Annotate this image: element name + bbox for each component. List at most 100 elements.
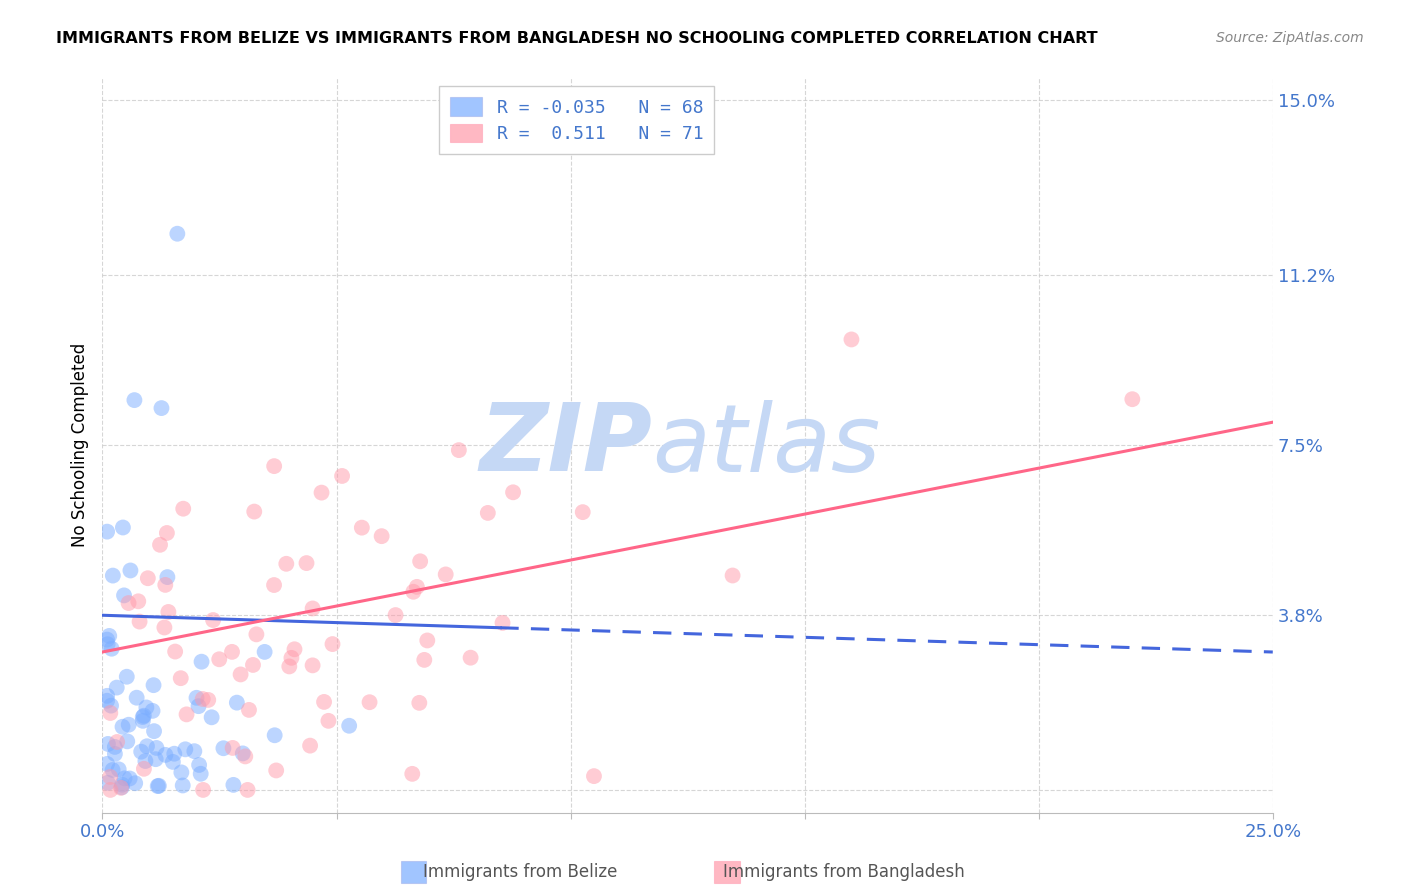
Point xyxy=(311,485,333,500)
Point xyxy=(174,742,197,756)
Point xyxy=(98,706,121,720)
Point xyxy=(96,632,118,647)
Point xyxy=(112,588,135,602)
Point xyxy=(197,693,219,707)
Point xyxy=(135,700,157,714)
Point xyxy=(402,584,425,599)
Text: IMMIGRANTS FROM BELIZE VS IMMIGRANTS FROM BANGLADESH NO SCHOOLING COMPLETED CORR: IMMIGRANTS FROM BELIZE VS IMMIGRANTS FRO… xyxy=(56,31,1098,46)
Point xyxy=(149,538,172,552)
Point xyxy=(350,521,373,535)
Point xyxy=(111,778,134,792)
Point xyxy=(155,578,177,592)
Point xyxy=(166,227,188,241)
Point xyxy=(165,644,187,658)
Y-axis label: No Schooling Completed: No Schooling Completed xyxy=(72,343,89,548)
Point xyxy=(233,749,256,764)
Point xyxy=(264,764,287,778)
Point xyxy=(100,698,122,713)
Legend: R = -0.035   N = 68, R =  0.511   N = 71: R = -0.035 N = 68, R = 0.511 N = 71 xyxy=(439,87,714,154)
Point xyxy=(263,459,285,474)
Text: ZIP: ZIP xyxy=(479,400,652,491)
Point xyxy=(434,567,457,582)
Point xyxy=(212,741,235,756)
Text: atlas: atlas xyxy=(652,400,880,491)
Point xyxy=(370,529,392,543)
Point xyxy=(229,667,252,681)
Point xyxy=(100,783,122,797)
Point xyxy=(97,776,120,790)
Point xyxy=(299,739,322,753)
Text: Immigrants from Belize: Immigrants from Belize xyxy=(423,863,617,881)
Point xyxy=(202,613,225,627)
Point xyxy=(232,747,254,761)
Point xyxy=(98,770,121,784)
Point xyxy=(136,739,159,754)
Point xyxy=(1121,392,1143,407)
Point xyxy=(155,747,177,762)
Point xyxy=(330,469,353,483)
Point xyxy=(118,717,141,731)
Point xyxy=(104,747,127,761)
Point xyxy=(413,653,436,667)
Point xyxy=(170,671,193,685)
Point xyxy=(127,594,149,608)
Point xyxy=(124,393,146,408)
Point xyxy=(721,568,744,582)
Point xyxy=(502,485,524,500)
Point xyxy=(186,690,208,705)
Point xyxy=(201,710,224,724)
Point xyxy=(96,756,118,771)
Point xyxy=(129,745,152,759)
Point xyxy=(263,578,285,592)
Point xyxy=(406,580,429,594)
Point xyxy=(163,747,186,761)
Point xyxy=(153,620,176,634)
Point xyxy=(222,778,245,792)
Point xyxy=(170,765,193,780)
Point xyxy=(156,526,179,541)
Point xyxy=(96,524,118,539)
Point xyxy=(208,652,231,666)
Point xyxy=(111,520,134,534)
Point xyxy=(841,333,863,347)
Text: Source: ZipAtlas.com: Source: ZipAtlas.com xyxy=(1216,31,1364,45)
Point xyxy=(337,719,360,733)
Point xyxy=(117,596,139,610)
Point xyxy=(245,627,267,641)
Point xyxy=(301,658,323,673)
Point xyxy=(263,728,285,742)
Point xyxy=(162,755,184,769)
Point xyxy=(101,568,124,582)
Point xyxy=(176,707,198,722)
Point xyxy=(409,554,432,568)
Point xyxy=(183,744,205,758)
Point xyxy=(150,401,173,416)
Point xyxy=(120,564,142,578)
Point xyxy=(447,443,470,458)
Point xyxy=(146,779,169,793)
Point xyxy=(148,779,170,793)
Point xyxy=(582,769,605,783)
Point xyxy=(111,780,134,795)
Point xyxy=(97,737,120,751)
Point xyxy=(460,650,482,665)
Text: Immigrants from Bangladesh: Immigrants from Bangladesh xyxy=(723,863,965,881)
Point xyxy=(172,779,194,793)
Point xyxy=(225,696,247,710)
Point xyxy=(142,678,165,692)
Point xyxy=(98,629,121,643)
Point xyxy=(191,783,214,797)
Point xyxy=(115,670,138,684)
Point xyxy=(321,637,343,651)
Point xyxy=(128,615,150,629)
Point xyxy=(283,642,305,657)
Point xyxy=(359,695,381,709)
Point xyxy=(157,605,180,619)
Point xyxy=(295,556,318,570)
Point xyxy=(145,752,167,766)
Point xyxy=(301,601,323,615)
Point xyxy=(253,645,276,659)
Point xyxy=(477,506,499,520)
Point xyxy=(100,641,122,656)
Point xyxy=(172,501,194,516)
